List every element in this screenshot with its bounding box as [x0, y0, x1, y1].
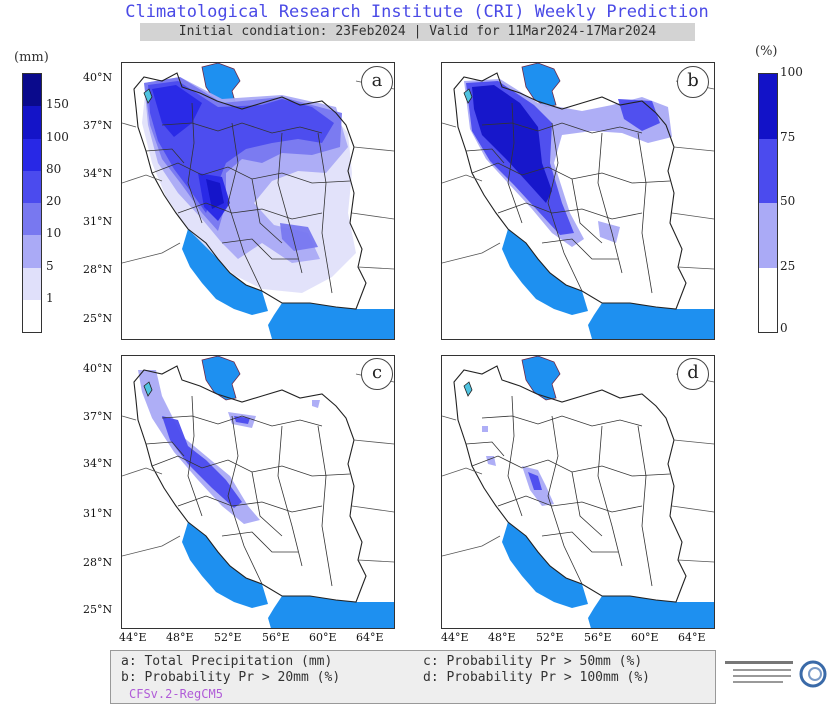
- axis-tick-label: 60°E: [631, 631, 659, 644]
- right-colorbar-unit: (%): [755, 44, 778, 59]
- panel-label-d: d: [677, 358, 709, 390]
- axis-tick-label: 28°N: [83, 263, 113, 276]
- map-b: [442, 63, 714, 339]
- precip-swatch: [23, 203, 41, 236]
- precipitation-shading: [152, 85, 202, 137]
- precipitation-shading: [206, 179, 224, 209]
- axis-tick-label: 31°N: [83, 215, 113, 228]
- precipitation-shading: [482, 426, 488, 432]
- precip-swatch: [23, 170, 41, 203]
- map-d: [442, 356, 714, 628]
- legend-item-a: a: Total Precipitation (mm): [121, 654, 333, 669]
- precip-colorbar-label: 10: [46, 226, 62, 241]
- panel-label-c: c: [361, 358, 393, 390]
- precipitation-shading: [312, 400, 320, 408]
- legend-item-c: c: Probability Pr > 50mm (%): [423, 654, 643, 669]
- axis-tick-label: 31°N: [83, 507, 113, 520]
- precip-swatch: [23, 138, 41, 171]
- map-subtitle: Initial condiation: 23Feb2024 | Valid fo…: [140, 23, 695, 41]
- prob-colorbar-label: 75: [780, 129, 796, 144]
- map-panel-b: [441, 62, 715, 340]
- precip-colorbar-label: 1: [46, 290, 54, 305]
- precip-colorbar-label: 20: [46, 194, 62, 208]
- precipitation-shading: [528, 472, 542, 490]
- precip-colorbar-label: 5: [46, 258, 54, 273]
- precipitation-colorbar: [22, 73, 42, 333]
- axis-tick-label: 64°E: [678, 631, 706, 644]
- axis-tick-label: 44°E: [441, 631, 469, 644]
- prob-colorbar-label: 100: [780, 65, 803, 79]
- precipitation-shading: [162, 416, 242, 508]
- prob-colorbar-label: 0: [780, 321, 788, 335]
- axis-tick-label: 48°E: [488, 631, 516, 644]
- prob-swatch: [759, 74, 777, 139]
- precipitation-shading: [234, 416, 250, 424]
- prob-swatch: [759, 203, 777, 268]
- axis-tick-label: 56°E: [262, 631, 290, 644]
- axis-tick-label: 48°E: [166, 631, 194, 644]
- axis-tick-label: 25°N: [83, 312, 113, 325]
- panel-label-a: a: [361, 66, 393, 98]
- axis-tick-label: 34°N: [83, 167, 113, 180]
- prob-swatch: [759, 138, 777, 203]
- legend-item-b: b: Probability Pr > 20mm (%): [121, 670, 341, 685]
- axis-tick-label: 28°N: [83, 556, 113, 569]
- precip-swatch: [23, 74, 41, 107]
- axis-tick-label: 44°E: [119, 631, 147, 644]
- precip-colorbar-label: 80: [46, 161, 62, 176]
- axis-tick-label: 52°E: [536, 631, 564, 644]
- precipitation-shading: [280, 223, 318, 251]
- axis-tick-label: 34°N: [83, 457, 113, 470]
- axis-tick-label: 52°E: [214, 631, 242, 644]
- precip-swatch: [23, 267, 41, 300]
- map-panel-a: [121, 62, 395, 340]
- axis-tick-label: 64°E: [356, 631, 384, 644]
- precip-swatch: [23, 106, 41, 139]
- legend-box: a: Total Precipitation (mm) b: Probabili…: [110, 650, 716, 704]
- left-colorbar-unit: (mm): [14, 50, 49, 65]
- map-a: [122, 63, 394, 339]
- precip-swatch: [23, 235, 41, 268]
- map-title: Climatological Research Institute (CRI) …: [125, 2, 709, 22]
- precipitation-shading: [472, 85, 552, 203]
- axis-tick-label: 37°N: [83, 119, 113, 132]
- precip-swatch: [23, 299, 41, 332]
- precip-colorbar-label: 150: [46, 97, 69, 112]
- axis-tick-label: 25°N: [83, 603, 113, 616]
- precipitation-shading: [486, 456, 496, 466]
- map-panel-c: [121, 355, 395, 629]
- prob-swatch: [759, 267, 777, 332]
- axis-tick-label: 37°N: [83, 410, 113, 423]
- map-c: [122, 356, 394, 628]
- institute-logo: [725, 660, 827, 688]
- axis-tick-label: 60°E: [309, 631, 337, 644]
- panel-label-b: b: [677, 66, 709, 98]
- axis-tick-label: 56°E: [584, 631, 612, 644]
- map-panel-d: [441, 355, 715, 629]
- precipitation-shading: [598, 221, 620, 243]
- precip-colorbar-label: 100: [46, 129, 69, 144]
- axis-tick-label: 40°N: [83, 362, 113, 375]
- model-name: CFSv.2-RegCM5: [129, 687, 223, 701]
- probability-colorbar: [758, 73, 778, 333]
- legend-item-d: d: Probability Pr > 100mm (%): [423, 670, 650, 685]
- prob-colorbar-label: 50: [780, 194, 796, 208]
- axis-tick-label: 40°N: [83, 71, 113, 84]
- prob-colorbar-label: 25: [780, 258, 796, 273]
